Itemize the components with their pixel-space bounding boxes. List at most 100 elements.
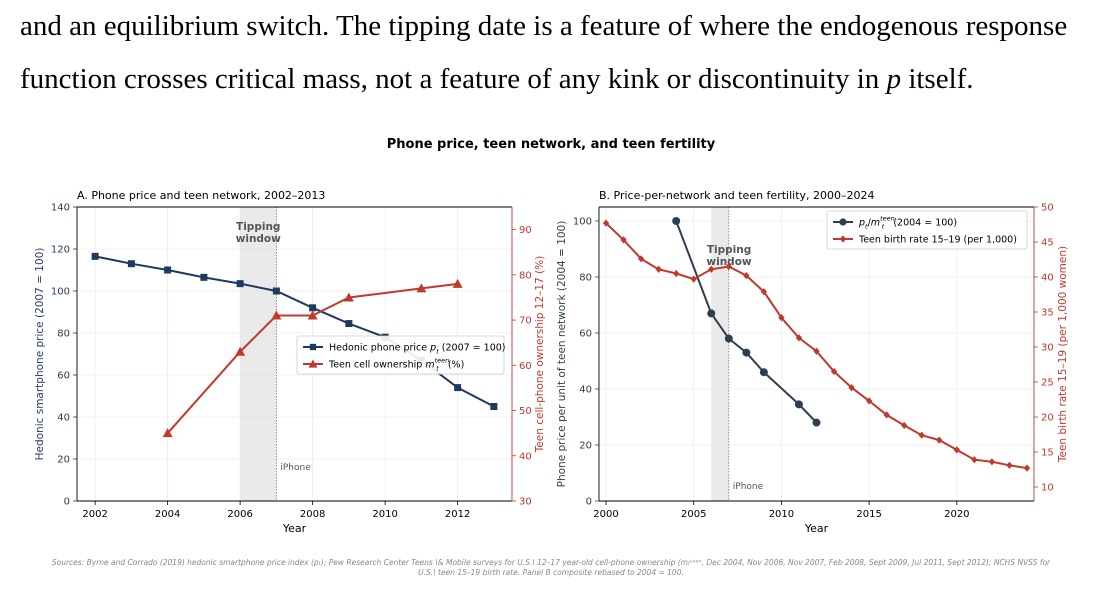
data-point bbox=[200, 273, 208, 281]
data-point bbox=[235, 346, 246, 356]
data-point bbox=[865, 397, 873, 405]
y-left-axis-label: Hedonic smartphone price (2007 = 100) bbox=[34, 248, 46, 461]
y-left-tick-label: 40 bbox=[57, 413, 70, 424]
x-axis-label: Year bbox=[282, 522, 307, 535]
x-tick-label: 2010 bbox=[372, 509, 397, 520]
data-point bbox=[673, 269, 680, 278]
data-point bbox=[307, 310, 318, 320]
legend-swatch-marker bbox=[839, 235, 847, 243]
y-right-tick-label: 30 bbox=[519, 497, 532, 508]
x-axis-label: Year bbox=[804, 522, 829, 535]
data-point bbox=[637, 255, 645, 263]
source-note-line-2: U.S.\ teen 15–19 birth rate. Panel B com… bbox=[418, 568, 684, 577]
data-point bbox=[1006, 461, 1013, 469]
y-right-axis-label: Teen birth rate 15–19 (per 1,000 women) bbox=[1057, 246, 1069, 463]
data-point bbox=[759, 368, 768, 377]
data-point bbox=[620, 236, 627, 244]
y-right-tick-label: 80 bbox=[519, 270, 532, 281]
y-left-tick-label: 100 bbox=[573, 217, 592, 228]
y-right-tick-label: 35 bbox=[1041, 308, 1054, 319]
tipping-window-label: Tipping bbox=[236, 221, 280, 233]
data-point bbox=[127, 260, 135, 268]
x-tick-label: 2002 bbox=[82, 509, 107, 520]
tipping-window-band bbox=[711, 207, 729, 501]
data-point bbox=[795, 334, 803, 342]
data-point bbox=[707, 309, 716, 318]
legend-label: Teen cell ownership mteen t (%) bbox=[328, 357, 464, 373]
data-point bbox=[778, 314, 785, 322]
paragraph-line-2-end: itself. bbox=[901, 63, 974, 95]
data-point bbox=[743, 272, 750, 280]
x-tick-label: 2000 bbox=[593, 509, 618, 520]
legend-label: pt/mteen t (2004 = 100) bbox=[858, 215, 957, 231]
tipping-window-band bbox=[240, 207, 277, 501]
x-tick-label: 2006 bbox=[227, 509, 252, 520]
data-point bbox=[490, 403, 498, 410]
y-left-tick-label: 20 bbox=[57, 455, 70, 466]
data-point bbox=[936, 436, 943, 444]
data-point bbox=[91, 252, 99, 260]
data-point bbox=[742, 348, 751, 357]
data-point bbox=[1023, 464, 1031, 472]
data-point bbox=[760, 288, 768, 296]
x-tick-label: 2012 bbox=[445, 509, 470, 520]
data-point bbox=[236, 280, 244, 288]
series-line bbox=[605, 222, 1028, 470]
data-point bbox=[272, 287, 280, 295]
data-point bbox=[918, 431, 925, 439]
figure-title: Phone price, teen network, and teen fert… bbox=[386, 137, 716, 152]
y-right-tick-label: 25 bbox=[1041, 378, 1054, 389]
paragraph-line-2-start: function crosses critical mass, not a fe… bbox=[20, 63, 887, 95]
data-point bbox=[794, 400, 803, 409]
panel-title: B. Price-per-network and teen fertility,… bbox=[599, 189, 875, 202]
y-right-tick-label: 50 bbox=[519, 406, 532, 417]
y-left-tick-label: 60 bbox=[57, 371, 70, 382]
tipping-window-label: window bbox=[236, 233, 282, 245]
data-point bbox=[848, 384, 855, 392]
legend-swatch-marker bbox=[839, 218, 847, 226]
legend-swatch-marker bbox=[309, 343, 317, 351]
data-point bbox=[271, 310, 282, 320]
y-left-tick-label: 60 bbox=[579, 329, 592, 340]
y-right-tick-label: 30 bbox=[1041, 343, 1054, 354]
y-right-axis-label: Teen cell-phone ownership 12–17 (%) bbox=[534, 256, 546, 454]
y-left-axis-label: Phone price per unit of teen network (20… bbox=[556, 221, 568, 488]
data-point bbox=[343, 292, 354, 302]
y-left-tick-label: 40 bbox=[579, 385, 592, 396]
x-tick-label: 2005 bbox=[681, 509, 706, 520]
tipping-window-label: window bbox=[706, 256, 752, 268]
iphone-label: iPhone bbox=[733, 482, 764, 492]
y-right-tick-label: 90 bbox=[519, 225, 532, 236]
y-left-tick-label: 80 bbox=[57, 329, 70, 340]
data-point bbox=[416, 283, 427, 293]
data-point bbox=[724, 334, 733, 343]
y-right-tick-label: 10 bbox=[1041, 483, 1054, 494]
y-right-tick-label: 45 bbox=[1041, 238, 1054, 249]
data-point bbox=[813, 347, 820, 355]
paragraph-variable: p bbox=[886, 63, 902, 95]
source-note-line-1: Sources: Byrne and Corrado (2019) hedoni… bbox=[51, 558, 1051, 567]
data-point bbox=[655, 265, 662, 273]
y-left-tick-label: 100 bbox=[51, 287, 70, 298]
y-left-tick-label: 0 bbox=[586, 497, 592, 508]
y-left-tick-label: 80 bbox=[579, 273, 592, 284]
legend-label: Hedonic phone price pt (2007 = 100) bbox=[329, 343, 506, 356]
data-point bbox=[345, 320, 353, 328]
x-tick-label: 2020 bbox=[944, 509, 969, 520]
data-point bbox=[164, 266, 172, 274]
data-point bbox=[454, 384, 462, 392]
source-note: Sources: Byrne and Corrado (2019) hedoni… bbox=[20, 558, 1082, 578]
data-point bbox=[953, 446, 960, 454]
x-tick-label: 2008 bbox=[300, 509, 325, 520]
paragraph-line-2: function crosses critical mass, not a fe… bbox=[20, 63, 974, 96]
data-point bbox=[812, 418, 821, 427]
data-point bbox=[309, 304, 317, 312]
legend-swatch-marker bbox=[308, 359, 318, 368]
legend: Hedonic phone price pt (2007 = 100)Teen … bbox=[296, 335, 506, 375]
y-left-tick-label: 140 bbox=[51, 203, 70, 214]
y-right-tick-label: 20 bbox=[1041, 413, 1054, 424]
data-point bbox=[162, 428, 173, 438]
y-left-tick-label: 120 bbox=[51, 245, 70, 256]
